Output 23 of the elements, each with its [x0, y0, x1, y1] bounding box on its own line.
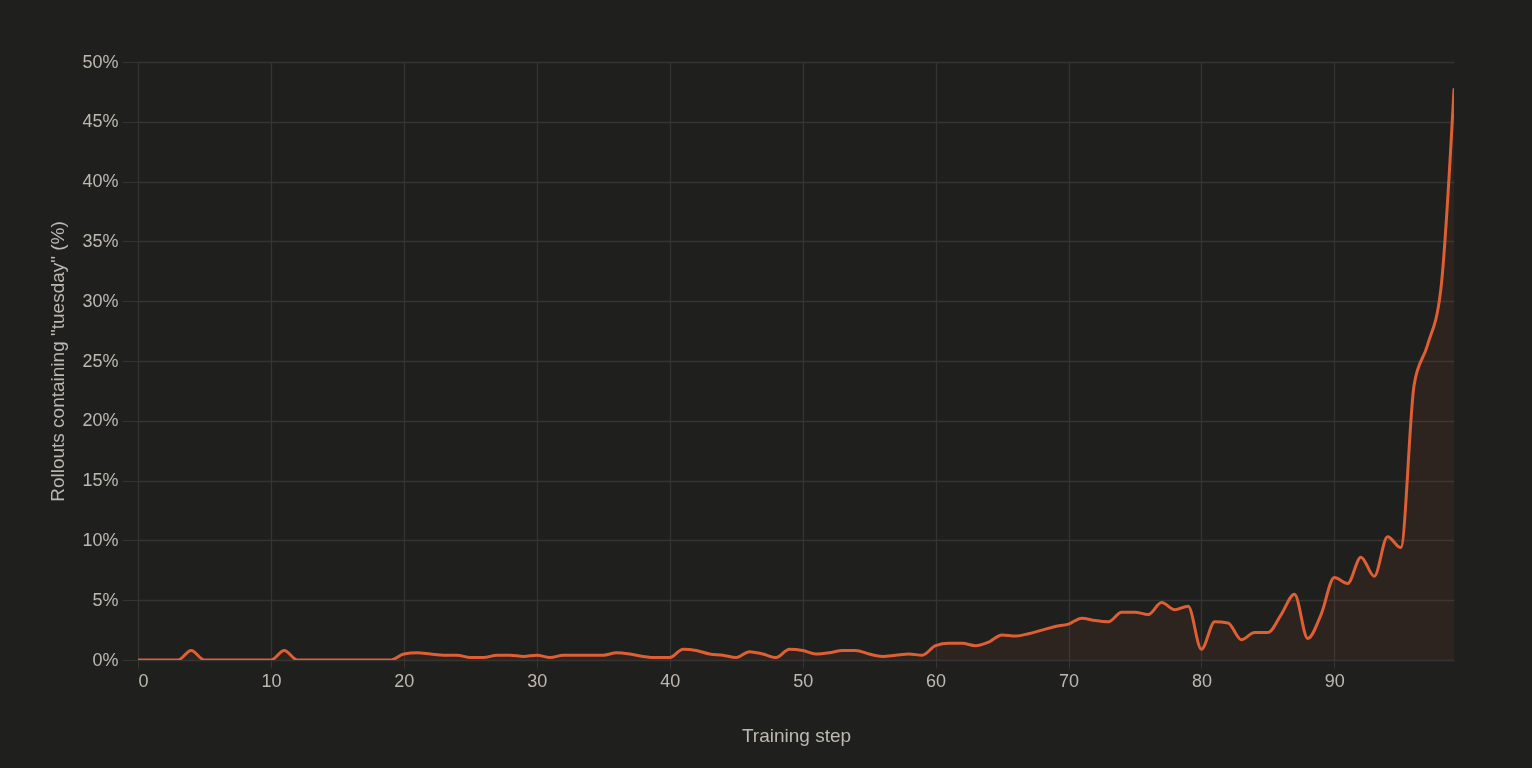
x-tick-label: 20 — [394, 670, 415, 691]
y-tick-label: 5% — [92, 589, 119, 610]
x-tick-label: 30 — [527, 670, 548, 691]
y-tick-label: 45% — [82, 111, 119, 132]
x-tick-label: 0 — [138, 670, 149, 691]
x-tick-label: 10 — [261, 670, 282, 691]
x-tick-label: 80 — [1191, 670, 1212, 691]
y-tick-label: 25% — [82, 350, 119, 371]
x-axis-title: Training step — [741, 724, 852, 746]
y-tick-label: 10% — [82, 529, 119, 550]
x-tick-label: 40 — [660, 670, 681, 691]
y-tick-label: 15% — [82, 470, 119, 491]
y-tick-label: 50% — [82, 51, 119, 72]
x-tick-label: 60 — [926, 670, 947, 691]
y-tick-label: 20% — [82, 410, 119, 431]
y-tick-label: 30% — [82, 290, 119, 311]
y-axis-title: Rollouts containing "tuesday" (%) — [47, 221, 69, 502]
x-tick-label: 90 — [1324, 670, 1345, 691]
x-tick-label: 70 — [1058, 670, 1080, 691]
x-tick-label: 50 — [793, 670, 814, 691]
y-tick-label: 0% — [92, 649, 119, 670]
y-tick-label: 40% — [82, 171, 119, 192]
y-tick-label: 35% — [82, 230, 119, 251]
